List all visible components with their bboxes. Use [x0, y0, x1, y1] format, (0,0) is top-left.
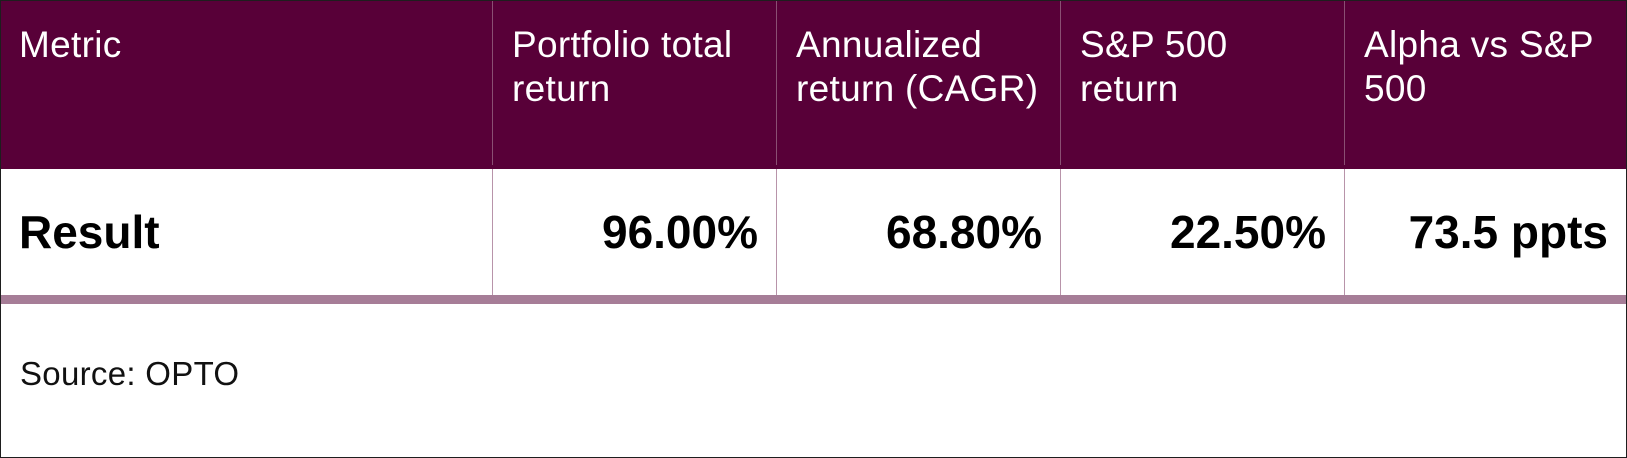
cell-divider-line — [492, 169, 493, 295]
cell-divider-line — [1060, 169, 1061, 295]
header-divider-line — [1060, 1, 1061, 165]
cell-divider-line — [776, 169, 777, 295]
alpha-vs-sp500-value: 73.5 ppts — [1408, 206, 1608, 258]
header-alpha-vs-sp500: Alpha vs S&P 500 — [1364, 24, 1594, 109]
header-divider-line — [776, 1, 777, 165]
source-note: Source: OPTO — [20, 355, 240, 392]
sp500-return-value: 22.50% — [1169, 206, 1326, 258]
annualized-return-value: 68.80% — [885, 206, 1042, 258]
table-header-row: Metric Portfolio total return Annualized… — [1, 1, 1626, 169]
header-sp500-return: S&P 500 return — [1080, 24, 1228, 109]
table-row: Result 96.00% 68.80% 22.50% 73.5 ppts — [1, 169, 1626, 295]
row-label-result: Result — [19, 206, 160, 258]
cell-divider-line — [1344, 169, 1345, 295]
header-annualized-return: Annualized return (CAGR) — [796, 24, 1039, 109]
header-metric: Metric — [19, 24, 122, 65]
header-portfolio-total-return: Portfolio total return — [512, 24, 733, 109]
table-bottom-divider — [1, 295, 1626, 304]
portfolio-total-return-value: 96.00% — [601, 206, 758, 258]
header-divider-line — [1344, 1, 1345, 165]
header-divider-line — [492, 1, 493, 165]
